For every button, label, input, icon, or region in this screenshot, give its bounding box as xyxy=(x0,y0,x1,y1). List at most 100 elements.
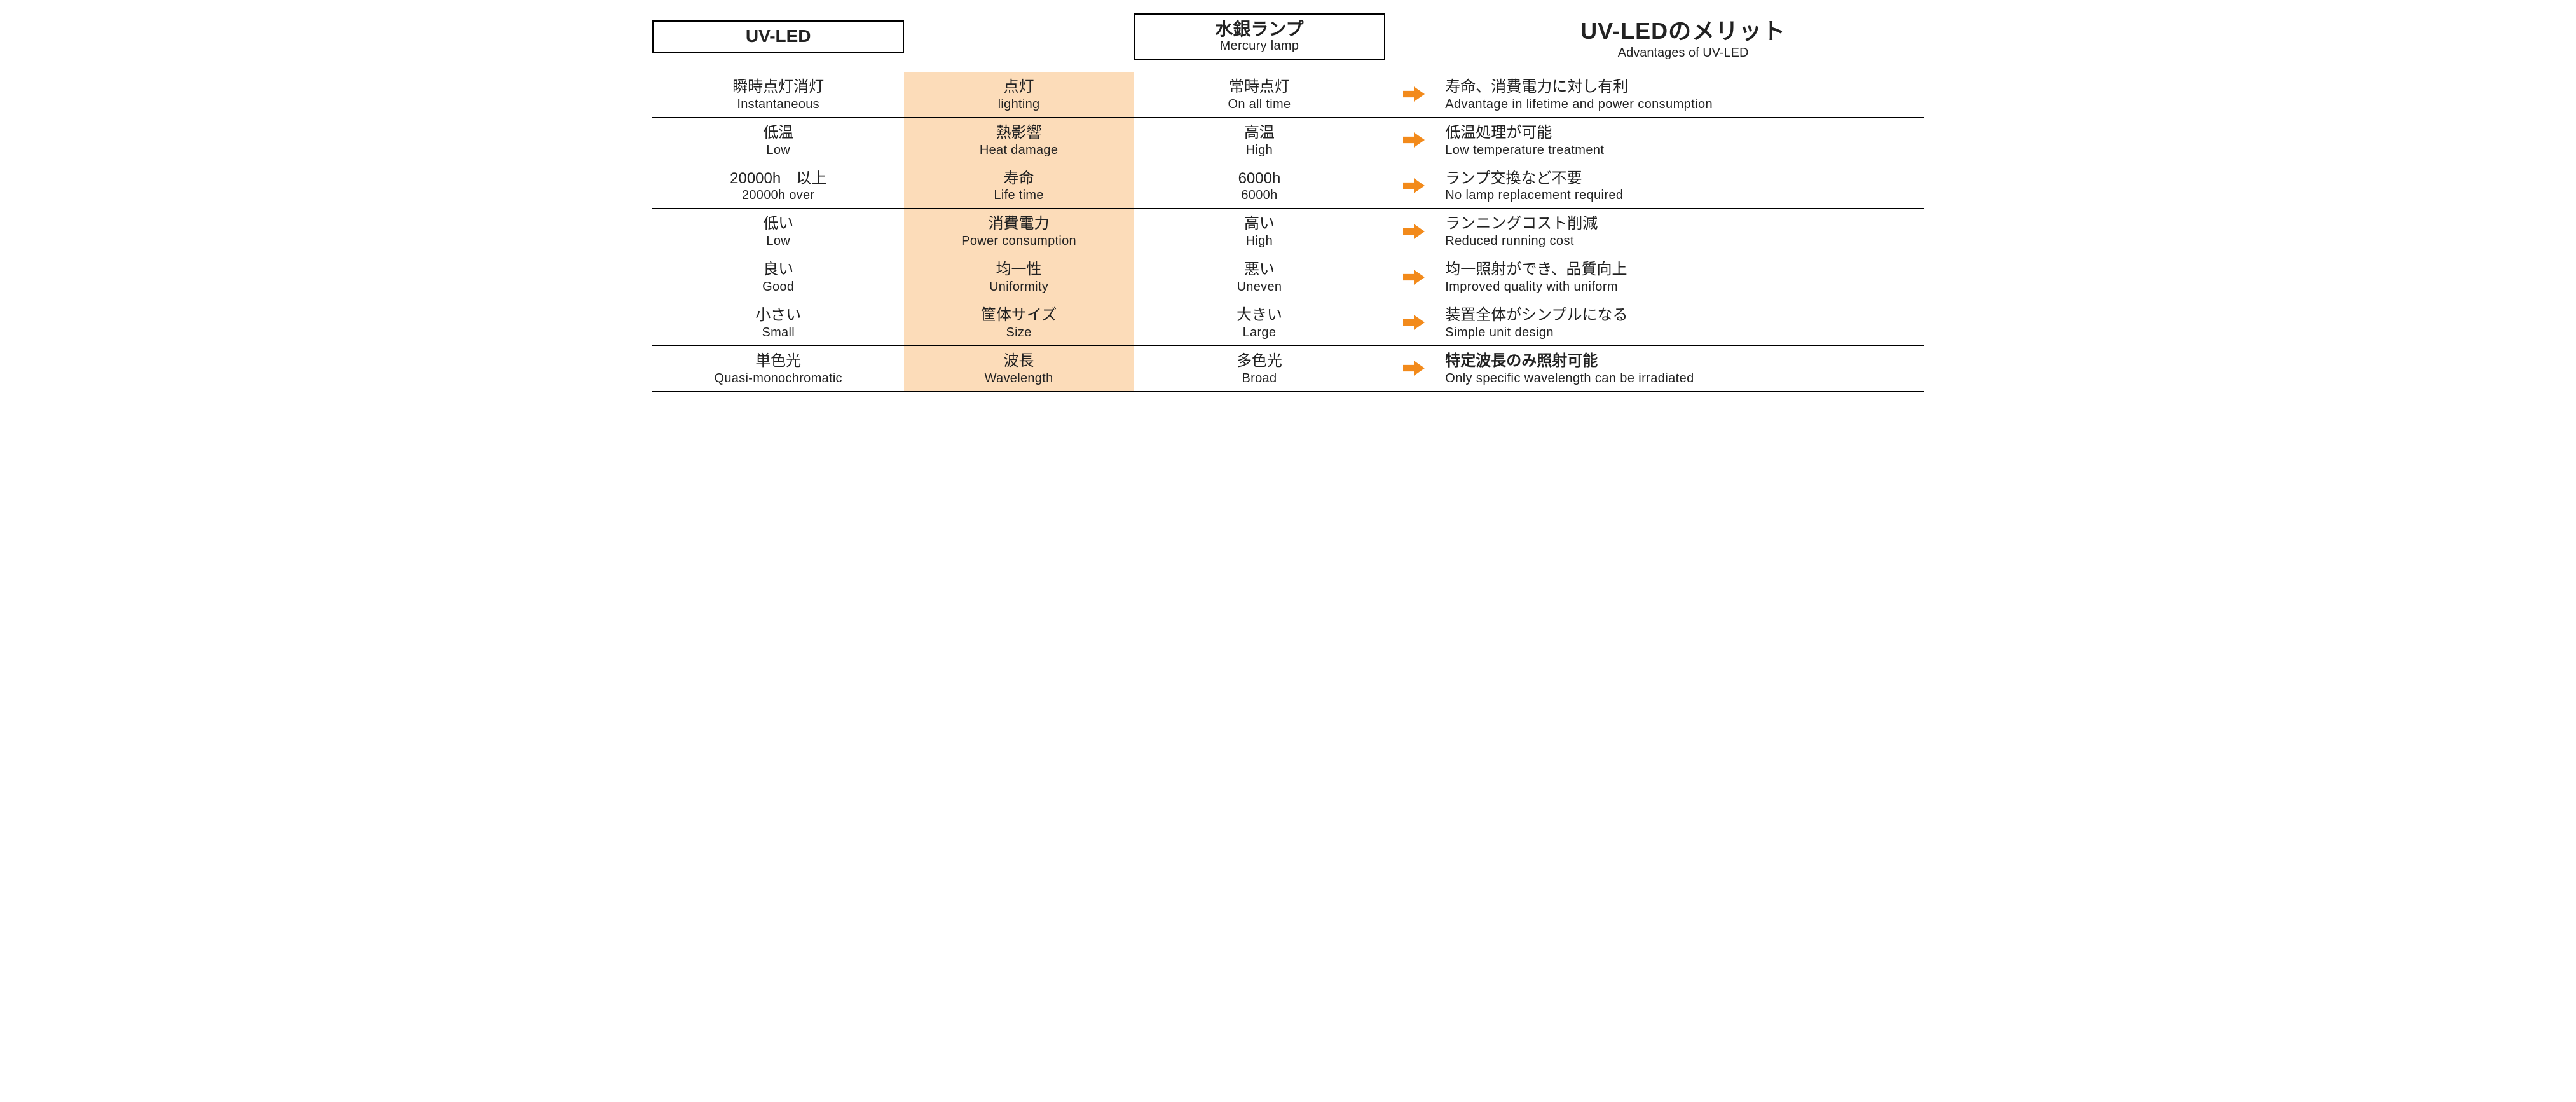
advantage-text-en: No lamp replacement required xyxy=(1445,188,1919,203)
header-row: UV-LED 水銀ランプ Mercury lamp UV-LEDのメリット Ad… xyxy=(652,13,1924,60)
header-advantages: UV-LEDのメリット Advantages of UV-LED xyxy=(1442,13,1924,60)
uvled-value-en: Low xyxy=(657,142,899,158)
header-mercury-en: Mercury lamp xyxy=(1142,39,1376,53)
uvled-value-jp: 低い xyxy=(657,215,899,233)
uvled-value-jp: 低温 xyxy=(657,124,899,142)
advantage-text-jp: 特定波長のみ照射可能 xyxy=(1445,352,1919,371)
arrow-right-icon xyxy=(1385,346,1442,391)
uvled-value: 小さいSmall xyxy=(652,300,904,345)
advantage-text-en: Simple unit design xyxy=(1445,325,1919,340)
attribute-label: 消費電力Power consumption xyxy=(904,209,1133,254)
attribute-label-jp: 均一性 xyxy=(909,261,1128,279)
comparison-table: UV-LED 水銀ランプ Mercury lamp UV-LEDのメリット Ad… xyxy=(652,13,1924,392)
header-mercury: 水銀ランプ Mercury lamp xyxy=(1134,13,1385,60)
mercury-value-en: High xyxy=(1139,233,1380,249)
arrow-right-icon xyxy=(1385,300,1442,345)
arrow-right-icon xyxy=(1385,72,1442,117)
uvled-value-en: Low xyxy=(657,233,899,249)
table-body: 瞬時点灯消灯Instantaneous点灯lighting常時点灯On all … xyxy=(652,72,1924,392)
table-row: 良いGood均一性Uniformity悪いUneven均一照射ができ、品質向上I… xyxy=(652,254,1924,300)
uvled-value-jp: 小さい xyxy=(657,306,899,325)
arrow-right-icon xyxy=(1385,254,1442,300)
attribute-label: 点灯lighting xyxy=(904,72,1133,117)
advantage-text: 寿命、消費電力に対し有利Advantage in lifetime and po… xyxy=(1442,72,1924,117)
uvled-value: 20000h 以上20000h over xyxy=(652,163,904,209)
mercury-value: 大きいLarge xyxy=(1134,300,1385,345)
table-row: 20000h 以上20000h over寿命Life time6000h6000… xyxy=(652,163,1924,209)
attribute-label: 均一性Uniformity xyxy=(904,254,1133,300)
header-uvled-label: UV-LED xyxy=(661,27,895,46)
advantage-text-en: Improved quality with uniform xyxy=(1445,279,1919,294)
arrow-right-icon xyxy=(1385,118,1442,163)
advantage-text-en: Reduced running cost xyxy=(1445,233,1919,249)
uvled-value-en: Instantaneous xyxy=(657,97,899,112)
attribute-label: 波長Wavelength xyxy=(904,346,1133,391)
mercury-value-jp: 大きい xyxy=(1139,306,1380,325)
mercury-value: 高温High xyxy=(1134,118,1385,163)
header-advantages-jp: UV-LEDのメリット xyxy=(1442,13,1924,46)
attribute-label-en: lighting xyxy=(909,97,1128,112)
attribute-label-en: Uniformity xyxy=(909,279,1128,294)
mercury-value-jp: 高温 xyxy=(1139,124,1380,142)
mercury-value: 高いHigh xyxy=(1134,209,1385,254)
advantage-text: 均一照射ができ、品質向上Improved quality with unifor… xyxy=(1442,254,1924,300)
mercury-value-en: Large xyxy=(1139,325,1380,340)
table-row: 低いLow消費電力Power consumption高いHighランニングコスト… xyxy=(652,209,1924,254)
table-row: 瞬時点灯消灯Instantaneous点灯lighting常時点灯On all … xyxy=(652,72,1924,118)
attribute-label-jp: 波長 xyxy=(909,352,1128,371)
attribute-label-en: Heat damage xyxy=(909,142,1128,158)
advantage-text: ランプ交換など不要No lamp replacement required xyxy=(1442,163,1924,209)
attribute-label-en: Wavelength xyxy=(909,371,1128,386)
attribute-label: 寿命Life time xyxy=(904,163,1133,209)
attribute-label: 筐体サイズSize xyxy=(904,300,1133,345)
advantage-text-en: Only specific wavelength can be irradiat… xyxy=(1445,371,1919,386)
mercury-value-en: Broad xyxy=(1139,371,1380,386)
mercury-value-en: On all time xyxy=(1139,97,1380,112)
uvled-value-jp: 単色光 xyxy=(657,352,899,371)
arrow-right-icon xyxy=(1385,209,1442,254)
uvled-value: 瞬時点灯消灯Instantaneous xyxy=(652,72,904,117)
mercury-value: 多色光Broad xyxy=(1134,346,1385,391)
advantage-text-jp: ランプ交換など不要 xyxy=(1445,170,1919,188)
table-row: 小さいSmall筐体サイズSize大きいLarge装置全体がシンプルになるSim… xyxy=(652,300,1924,346)
mercury-value-en: High xyxy=(1139,142,1380,158)
table-row: 単色光Quasi-monochromatic波長Wavelength多色光Bro… xyxy=(652,346,1924,392)
mercury-value-jp: 常時点灯 xyxy=(1139,78,1380,97)
mercury-value: 6000h6000h xyxy=(1134,163,1385,209)
attribute-label-en: Size xyxy=(909,325,1128,340)
header-advantages-en: Advantages of UV-LED xyxy=(1442,46,1924,60)
arrow-right-icon xyxy=(1385,163,1442,209)
uvled-value-en: Quasi-monochromatic xyxy=(657,371,899,386)
uvled-value-jp: 20000h 以上 xyxy=(657,170,899,188)
advantage-text: 特定波長のみ照射可能Only specific wavelength can b… xyxy=(1442,346,1924,391)
advantage-text-jp: ランニングコスト削減 xyxy=(1445,215,1919,233)
header-mercury-jp: 水銀ランプ xyxy=(1142,20,1376,39)
header-uvled: UV-LED xyxy=(652,20,904,53)
uvled-value-jp: 良い xyxy=(657,261,899,279)
attribute-label-jp: 消費電力 xyxy=(909,215,1128,233)
attribute-label-en: Power consumption xyxy=(909,233,1128,249)
advantage-text-en: Low temperature treatment xyxy=(1445,142,1919,158)
advantage-text: ランニングコスト削減Reduced running cost xyxy=(1442,209,1924,254)
uvled-value: 良いGood xyxy=(652,254,904,300)
advantage-text-jp: 装置全体がシンプルになる xyxy=(1445,306,1919,325)
mercury-value-jp: 6000h xyxy=(1139,170,1380,188)
table-row: 低温Low熱影響Heat damage高温High低温処理が可能Low temp… xyxy=(652,118,1924,163)
advantage-text-jp: 低温処理が可能 xyxy=(1445,124,1919,142)
attribute-label-en: Life time xyxy=(909,188,1128,203)
advantage-text: 装置全体がシンプルになるSimple unit design xyxy=(1442,300,1924,345)
uvled-value-en: 20000h over xyxy=(657,188,899,203)
attribute-label-jp: 寿命 xyxy=(909,170,1128,188)
uvled-value: 低いLow xyxy=(652,209,904,254)
mercury-value-jp: 高い xyxy=(1139,215,1380,233)
advantage-text-en: Advantage in lifetime and power consumpt… xyxy=(1445,97,1919,112)
advantage-text: 低温処理が可能Low temperature treatment xyxy=(1442,118,1924,163)
mercury-value: 常時点灯On all time xyxy=(1134,72,1385,117)
advantage-text-jp: 均一照射ができ、品質向上 xyxy=(1445,261,1919,279)
mercury-value-jp: 多色光 xyxy=(1139,352,1380,371)
attribute-label-jp: 熱影響 xyxy=(909,124,1128,142)
mercury-value: 悪いUneven xyxy=(1134,254,1385,300)
attribute-label-jp: 点灯 xyxy=(909,78,1128,97)
mercury-value-en: 6000h xyxy=(1139,188,1380,203)
attribute-label: 熱影響Heat damage xyxy=(904,118,1133,163)
